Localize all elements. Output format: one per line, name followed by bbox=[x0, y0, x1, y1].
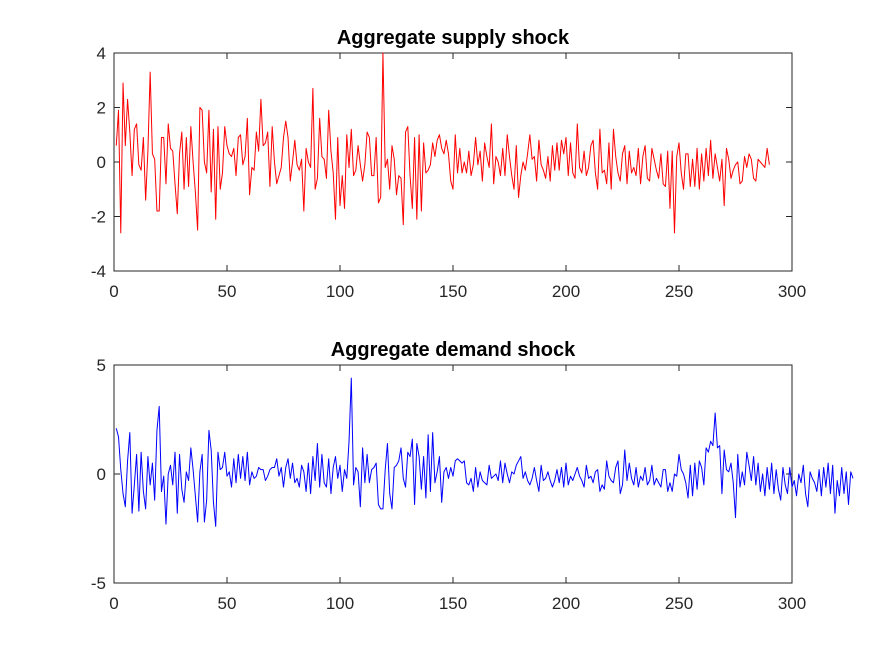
supply-x-tick-label: 300 bbox=[778, 282, 806, 301]
supply-shock-panel: 0 50 100 150 200 250 300 -4 -2 0 2 4 Aggregate suppl… bbox=[91, 27, 806, 301]
demand-x-tick-label: 250 bbox=[665, 594, 693, 613]
demand-x-tick-label: 0 bbox=[109, 594, 118, 613]
demand-x-tick-label: 300 bbox=[778, 594, 806, 613]
demand-x-tick-label: 100 bbox=[326, 594, 354, 613]
supply-chart-title: Aggregate supply shock bbox=[337, 27, 570, 49]
supply-y-tick-label: 2 bbox=[97, 99, 106, 118]
demand-x-tick-label: 150 bbox=[439, 594, 467, 613]
supply-y-tick-label: 0 bbox=[97, 153, 106, 172]
supply-shock-series-line bbox=[115, 52, 770, 234]
supply-x-tick-label: 250 bbox=[665, 282, 693, 301]
supply-x-tick-label: 50 bbox=[218, 282, 237, 301]
supply-y-tick-label: 4 bbox=[97, 44, 106, 63]
demand-y-tick-label: 0 bbox=[97, 465, 106, 484]
supply-x-tick-label: 200 bbox=[552, 282, 580, 301]
demand-x-tick-label: 200 bbox=[552, 594, 580, 613]
supply-y-tick-label: -2 bbox=[91, 208, 106, 227]
supply-x-tick-label: 100 bbox=[326, 282, 354, 301]
demand-y-tick-label: 5 bbox=[97, 356, 106, 375]
supply-plot-area bbox=[113, 52, 793, 272]
supply-y-tick-label: -4 bbox=[91, 262, 106, 281]
demand-shock-series-line bbox=[115, 377, 854, 527]
supply-x-tick-label: 0 bbox=[109, 282, 118, 301]
supply-x-tick-label: 150 bbox=[439, 282, 467, 301]
demand-y-tick-label: -5 bbox=[91, 574, 106, 593]
demand-chart-title: Aggregate demand shock bbox=[331, 339, 576, 361]
demand-x-tick-label: 50 bbox=[218, 594, 237, 613]
